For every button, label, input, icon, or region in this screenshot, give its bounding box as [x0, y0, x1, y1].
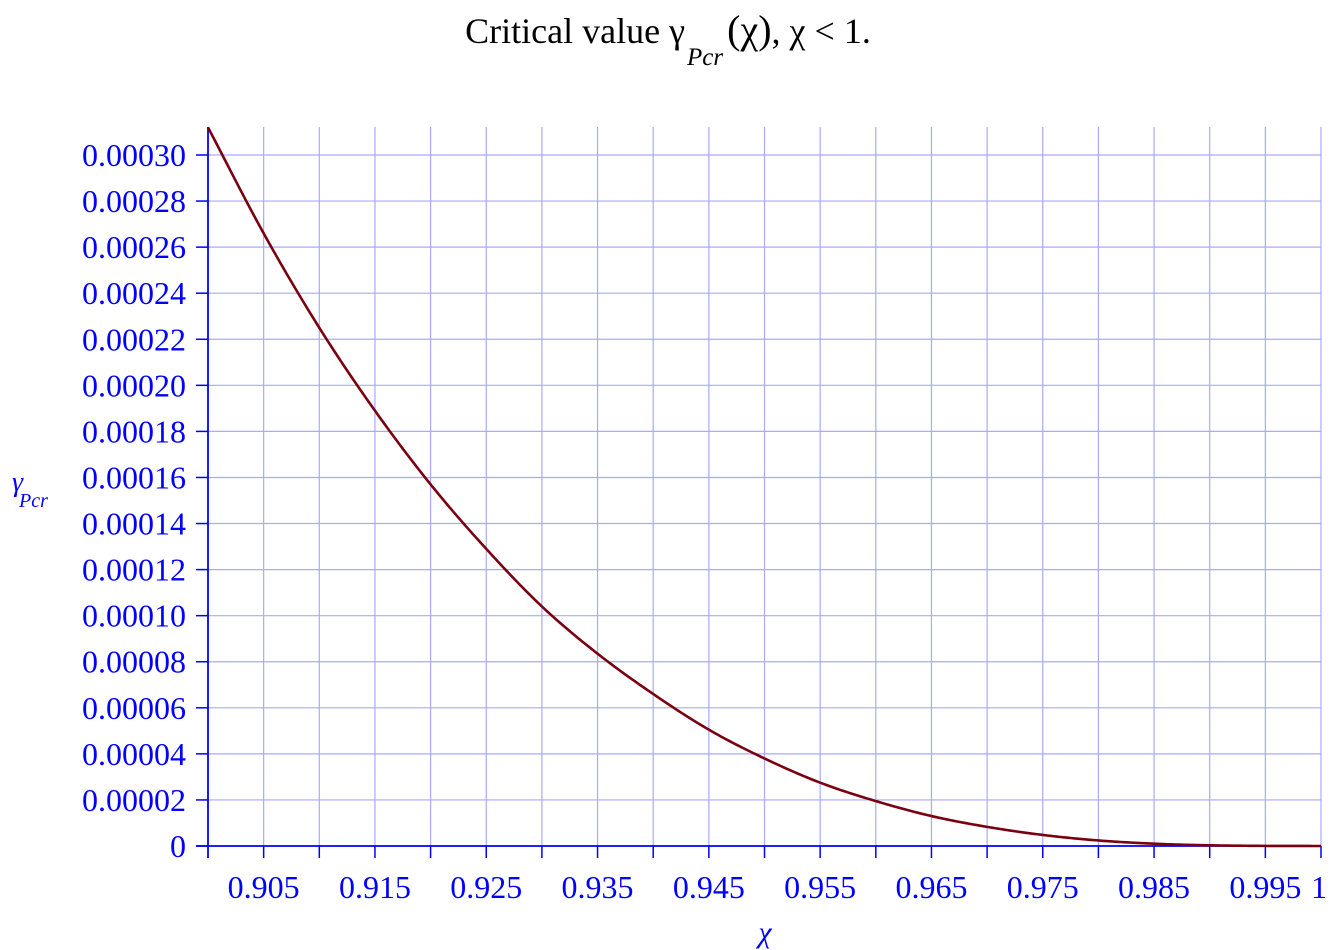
x-tick-label: 0.975: [1007, 869, 1079, 905]
chart-title-argument: (χ): [727, 7, 772, 52]
y-tick-label: 0.00026: [82, 229, 186, 265]
y-tick-label: 0.00012: [82, 552, 186, 588]
y-tick-label: 0.00022: [82, 321, 186, 357]
x-tick-label: 0.985: [1118, 869, 1190, 905]
x-tick-label: 0.905: [228, 869, 300, 905]
y-tick-label: 0.00018: [82, 413, 186, 449]
y-tick-label: 0.00020: [82, 367, 186, 403]
y-tick-label: 0.00024: [82, 275, 186, 311]
y-tick-label: 0.00028: [82, 183, 186, 219]
x-tick-label: 0.955: [784, 869, 856, 905]
y-tick-label: 0.00016: [82, 459, 186, 495]
x-axis-ticks: 0.905 0.915 0.925 0.935 0.945 0.955 0.965 0.975…: [228, 846, 1327, 905]
chart-title: Critical value γPcr(χ), χ < 1.: [0, 6, 1336, 71]
y-tick-label: 0: [170, 828, 186, 864]
y-axis-label-subscript: Pcr: [18, 490, 48, 512]
x-tick-label: 0.915: [339, 869, 411, 905]
y-axis-ticks: 0 0.00002 0.00004 0.00006 0.00008 0.00010 0.00…: [82, 137, 208, 864]
x-tick-label: 1: [1311, 869, 1327, 905]
x-tick-label: 0.945: [673, 869, 745, 905]
y-tick-label: 0.00014: [82, 506, 186, 542]
x-tick-label: 0.925: [450, 869, 522, 905]
axes: [196, 127, 1321, 858]
chart-title-prefix: Critical value γ: [465, 11, 686, 51]
grid-lines: [208, 127, 1322, 846]
y-axis-label: γ Pcr: [12, 467, 48, 512]
series-line: [206, 126, 1322, 848]
chart-title-condition: , χ < 1.: [771, 11, 871, 51]
chart-title-subscript: Pcr: [687, 44, 724, 71]
x-tick-label: 0.995: [1229, 869, 1301, 905]
y-tick-label: 0.00030: [82, 137, 186, 173]
x-axis-label: χ: [755, 916, 772, 949]
y-tick-label: 0.00010: [82, 598, 186, 634]
x-tick-label: 0.935: [562, 869, 634, 905]
y-tick-label: 0.00008: [82, 644, 186, 680]
series-group: [206, 126, 1322, 848]
y-tick-label: 0.00002: [82, 782, 186, 818]
y-tick-label: 0.00004: [82, 736, 186, 772]
y-tick-label: 0.00006: [82, 690, 186, 726]
y-axis-label-symbol: γ: [12, 467, 24, 498]
x-tick-label: 0.965: [895, 869, 967, 905]
